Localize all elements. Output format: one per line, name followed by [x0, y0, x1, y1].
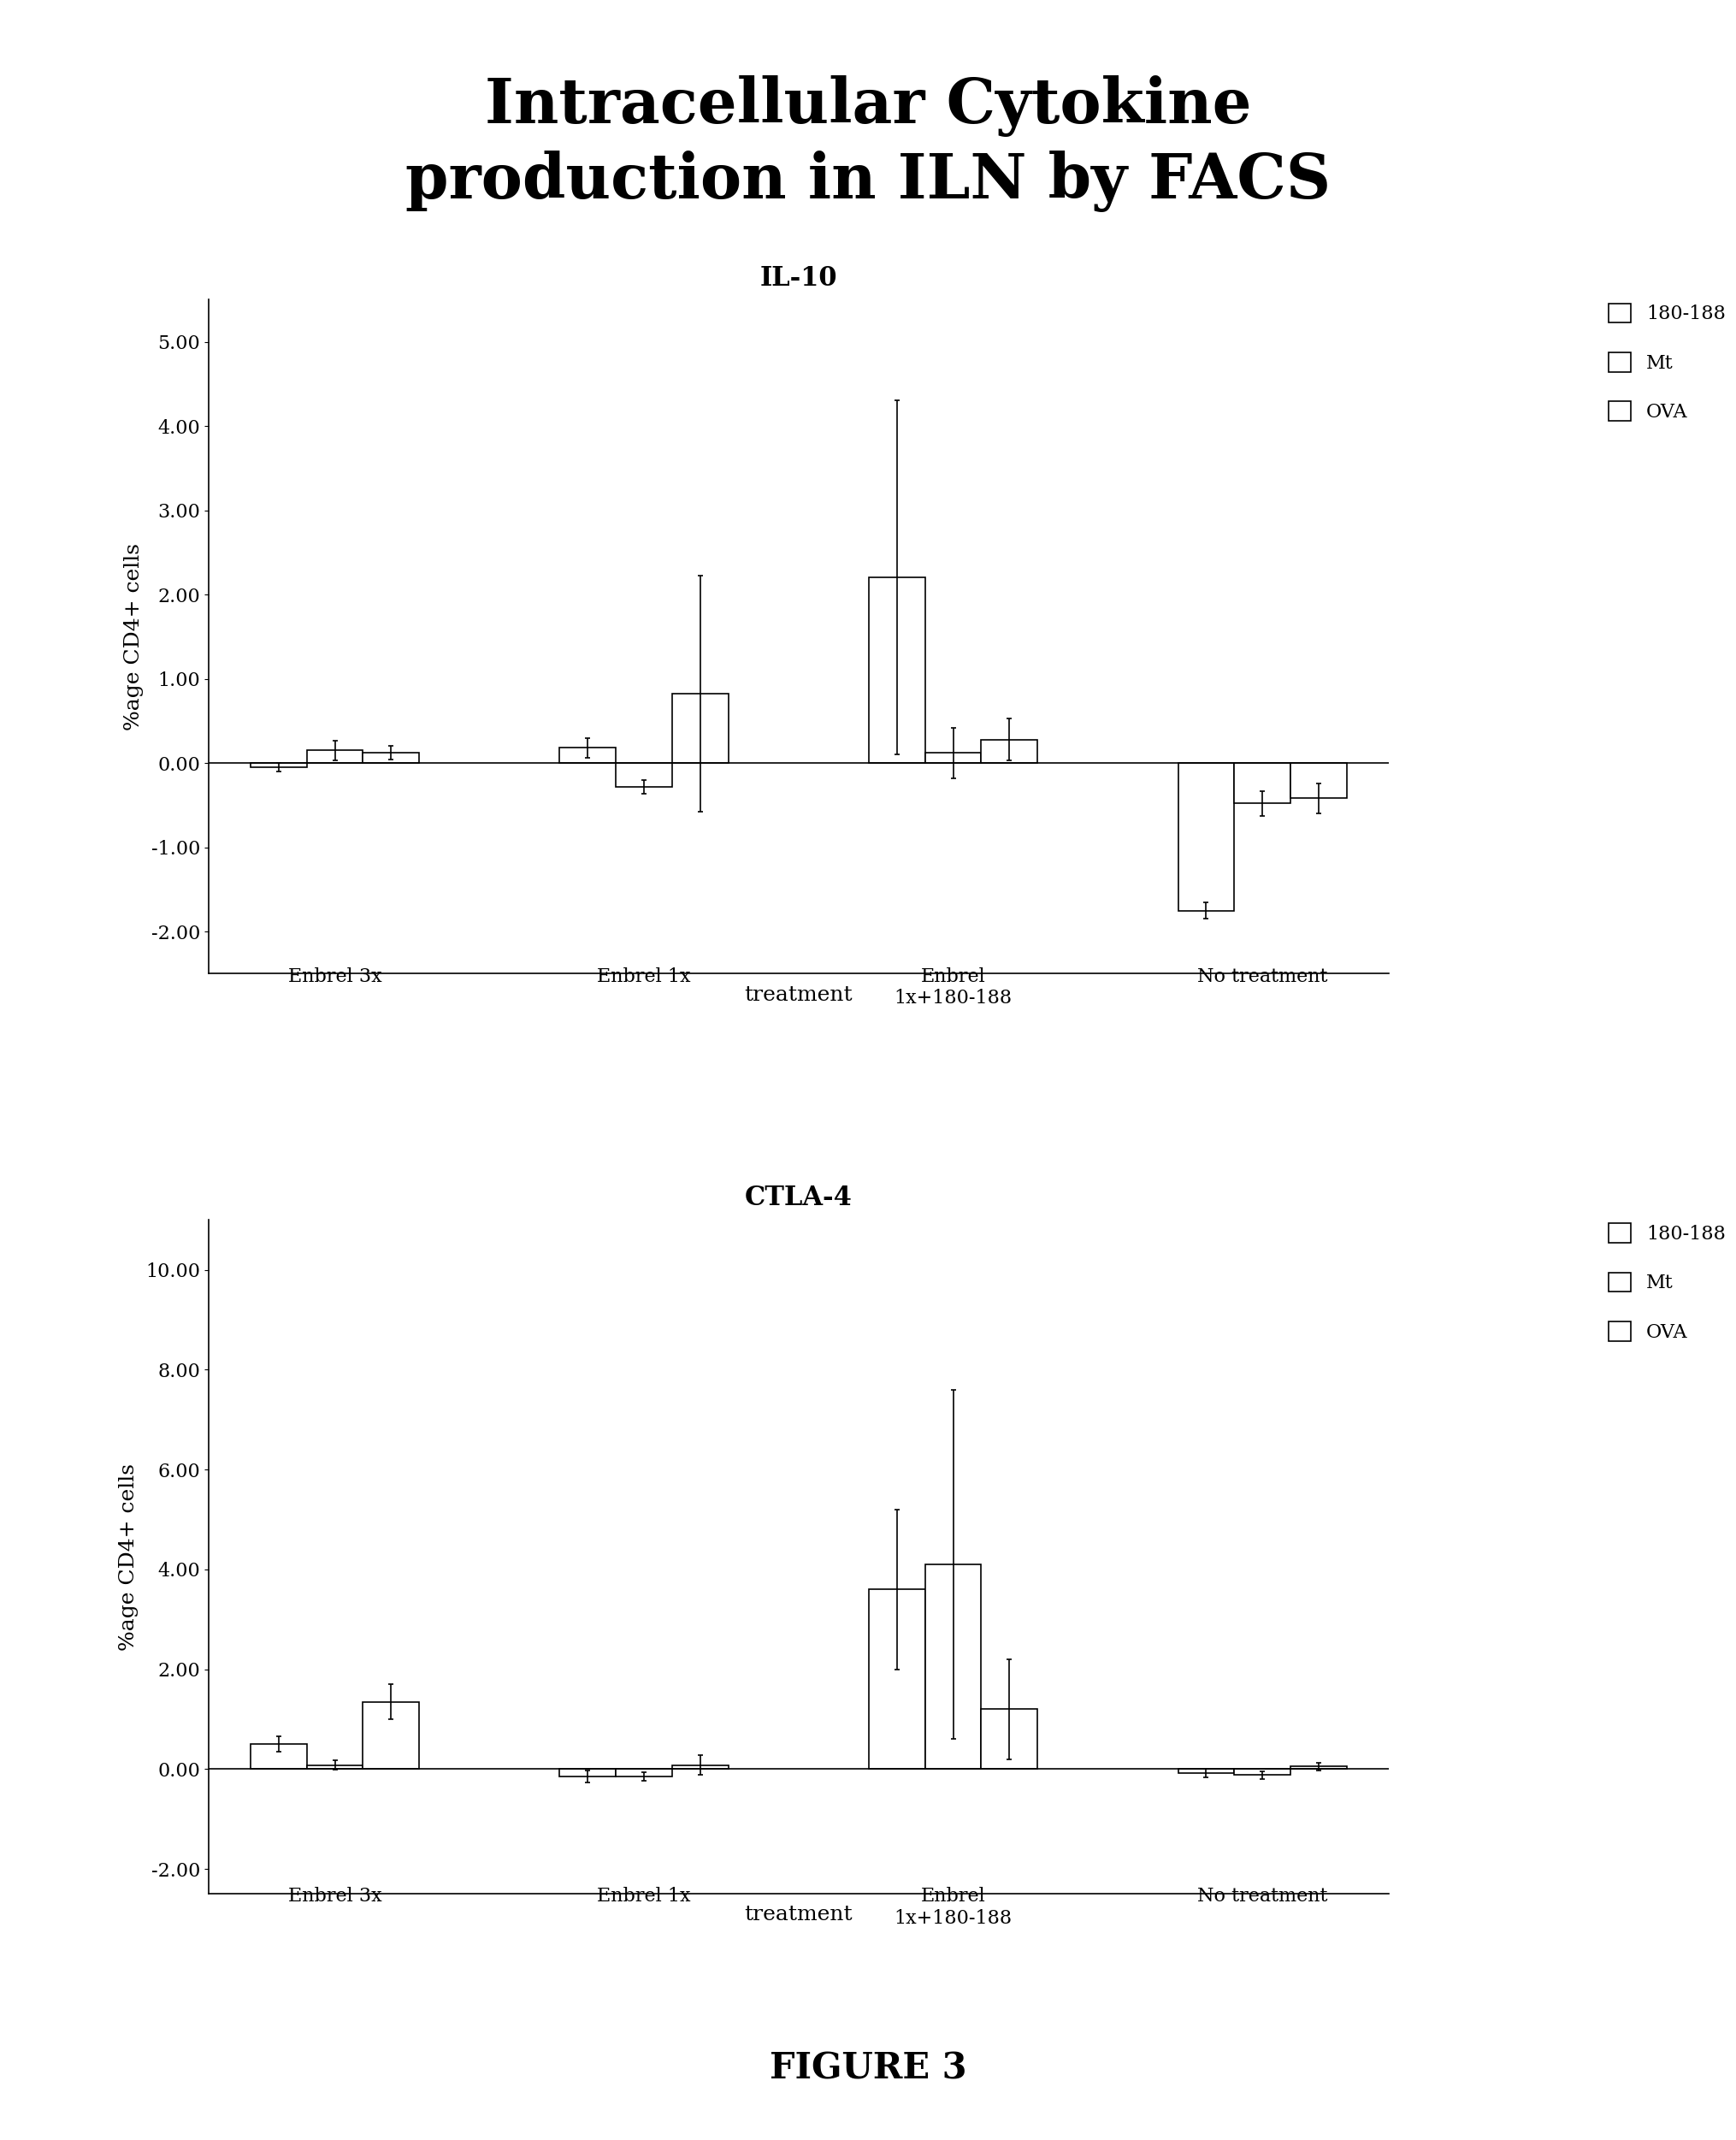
X-axis label: treatment: treatment: [745, 1905, 852, 1924]
Y-axis label: %age CD4+ cells: %age CD4+ cells: [118, 1464, 139, 1650]
Bar: [616, 764, 672, 788]
Title: IL-10: IL-10: [760, 265, 837, 291]
Legend: 180-188, Mt, OVA: 180-188, Mt, OVA: [1601, 295, 1734, 430]
Bar: [1179, 764, 1234, 910]
Text: No treatment: No treatment: [1198, 967, 1328, 987]
Text: Enbrel
1x+180-188: Enbrel 1x+180-188: [894, 1887, 1012, 1928]
Text: Enbrel 3x: Enbrel 3x: [288, 1887, 382, 1907]
Bar: [925, 753, 981, 764]
Title: CTLA-4: CTLA-4: [745, 1186, 852, 1211]
Text: Enbrel
1x+180-188: Enbrel 1x+180-188: [894, 967, 1012, 1008]
Bar: [672, 693, 729, 764]
Bar: [559, 747, 616, 764]
Bar: [1290, 764, 1347, 798]
Bar: [559, 1770, 616, 1776]
X-axis label: treatment: treatment: [745, 984, 852, 1004]
Bar: [1234, 1770, 1290, 1774]
Bar: [250, 764, 307, 768]
Bar: [307, 1766, 363, 1770]
Bar: [1290, 1768, 1347, 1770]
Text: Enbrel 1x: Enbrel 1x: [597, 967, 691, 987]
Text: Enbrel 1x: Enbrel 1x: [597, 1887, 691, 1907]
Bar: [925, 1564, 981, 1770]
Bar: [672, 1766, 729, 1770]
Text: Intracellular Cytokine
production in ILN by FACS: Intracellular Cytokine production in ILN…: [404, 75, 1332, 212]
Bar: [616, 1770, 672, 1776]
Bar: [250, 1744, 307, 1770]
Bar: [981, 1710, 1038, 1770]
Bar: [868, 578, 925, 764]
Text: No treatment: No treatment: [1198, 1887, 1328, 1907]
Bar: [307, 751, 363, 764]
Bar: [363, 753, 418, 764]
Bar: [1234, 764, 1290, 802]
Text: Enbrel 3x: Enbrel 3x: [288, 967, 382, 987]
Y-axis label: %age CD4+ cells: %age CD4+ cells: [125, 544, 144, 730]
Bar: [981, 740, 1038, 764]
Legend: 180-188, Mt, OVA: 180-188, Mt, OVA: [1601, 1216, 1734, 1350]
Text: FIGURE 3: FIGURE 3: [769, 2050, 967, 2086]
Bar: [868, 1590, 925, 1770]
Bar: [1179, 1770, 1234, 1774]
Bar: [363, 1701, 418, 1770]
